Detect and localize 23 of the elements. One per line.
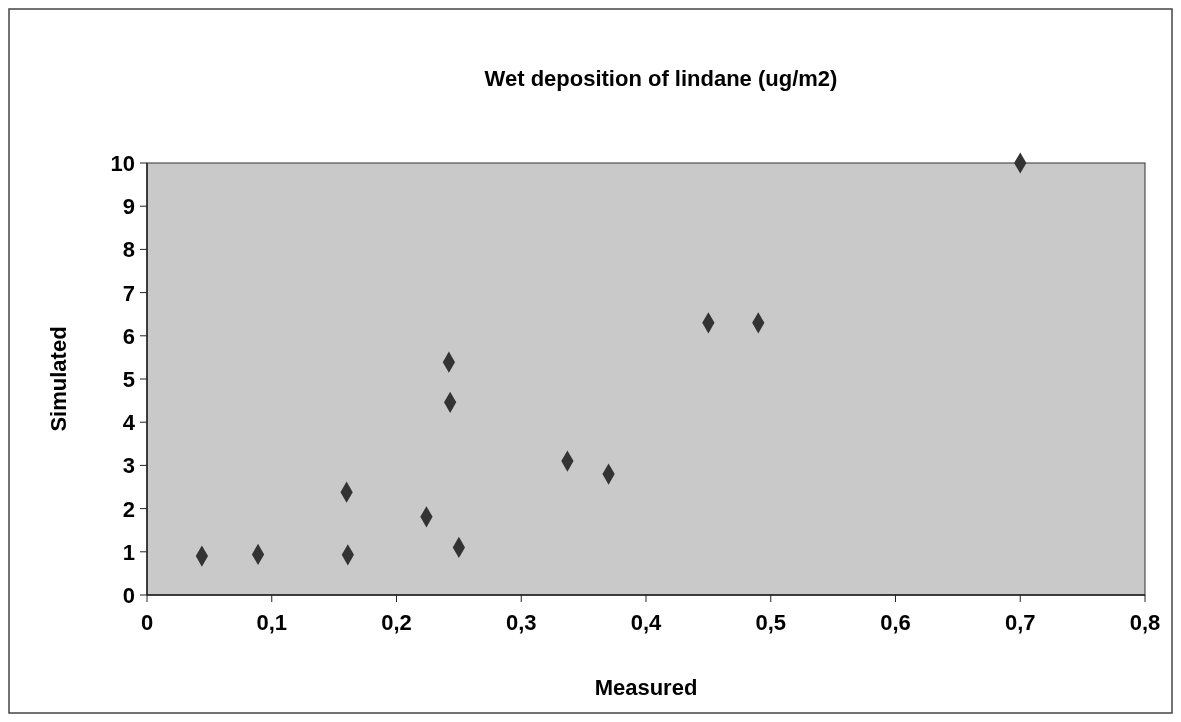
x-tick-label: 0,3 <box>505 610 537 635</box>
y-tick-label: 7 <box>122 280 135 306</box>
y-tick-label: 9 <box>122 194 135 220</box>
y-tick-label: 4 <box>122 410 136 436</box>
x-tick-label: 0,1 <box>256 610 288 635</box>
y-tick-label: 1 <box>122 539 135 565</box>
x-tick-label: 0,2 <box>381 610 412 635</box>
x-tick-label: 0,5 <box>755 610 787 635</box>
y-tick-label: 2 <box>122 496 135 522</box>
chart-title: Wet deposition of lindane (ug/m2) <box>484 66 838 91</box>
y-axis-title: Simulated <box>46 326 71 432</box>
y-tick-label: 0 <box>122 583 135 608</box>
x-tick-label: 0,4 <box>630 610 663 635</box>
y-tick-label: 10 <box>110 151 135 176</box>
y-tick-label: 3 <box>122 453 135 479</box>
x-tick-label: 0,6 <box>880 610 911 635</box>
y-tick-label: 8 <box>122 237 135 263</box>
y-tick-label: 6 <box>122 323 135 349</box>
x-axis-title: Measured <box>594 675 698 700</box>
x-tick-label: 0,8 <box>1129 610 1161 635</box>
y-tick-label: 5 <box>122 367 135 392</box>
x-tick-label: 0 <box>140 610 154 635</box>
x-tick-label: 0,7 <box>1004 610 1036 635</box>
